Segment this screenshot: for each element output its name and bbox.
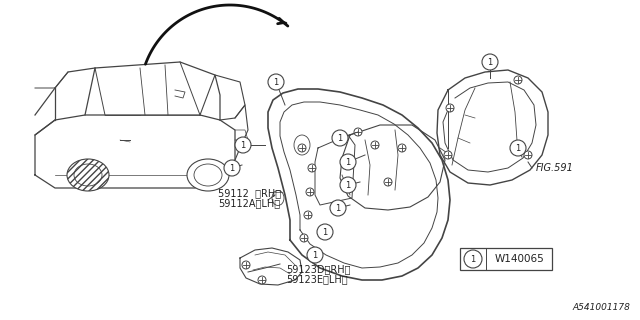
Circle shape xyxy=(306,188,314,196)
Text: 59123E〈LH〉: 59123E〈LH〉 xyxy=(286,274,348,284)
Circle shape xyxy=(300,234,308,242)
Circle shape xyxy=(446,104,454,112)
Text: FIG.591: FIG.591 xyxy=(536,163,574,173)
Circle shape xyxy=(332,130,348,146)
Circle shape xyxy=(444,151,452,159)
Text: 59112A〈LH〉: 59112A〈LH〉 xyxy=(218,198,280,208)
Text: W140065: W140065 xyxy=(495,254,545,264)
Circle shape xyxy=(330,200,346,216)
Ellipse shape xyxy=(67,159,109,191)
Text: 1: 1 xyxy=(335,204,340,212)
Circle shape xyxy=(224,160,240,176)
Circle shape xyxy=(340,154,356,170)
Circle shape xyxy=(258,276,266,284)
Circle shape xyxy=(510,140,526,156)
Circle shape xyxy=(317,224,333,240)
Circle shape xyxy=(308,164,316,172)
Circle shape xyxy=(268,74,284,90)
Circle shape xyxy=(298,144,306,152)
Text: 1: 1 xyxy=(323,228,328,236)
Text: 59123D〈RH〉: 59123D〈RH〉 xyxy=(286,264,351,274)
Text: 1: 1 xyxy=(470,254,476,263)
Text: A541001178: A541001178 xyxy=(572,303,630,312)
Ellipse shape xyxy=(187,159,229,191)
Circle shape xyxy=(524,151,532,159)
Text: 1: 1 xyxy=(515,143,520,153)
Text: 1: 1 xyxy=(229,164,235,172)
Text: 1: 1 xyxy=(273,77,278,86)
Text: 1: 1 xyxy=(241,140,246,149)
Text: 1: 1 xyxy=(346,180,351,189)
Circle shape xyxy=(482,54,498,70)
Bar xyxy=(460,248,552,270)
Circle shape xyxy=(340,177,356,193)
Text: 1: 1 xyxy=(337,133,342,142)
Circle shape xyxy=(371,141,379,149)
Circle shape xyxy=(464,250,482,268)
Circle shape xyxy=(304,211,312,219)
Circle shape xyxy=(384,178,392,186)
Text: 59112  〈RH〉: 59112 〈RH〉 xyxy=(218,188,281,198)
Text: 1: 1 xyxy=(488,58,493,67)
Circle shape xyxy=(307,247,323,263)
Circle shape xyxy=(514,76,522,84)
Text: 1: 1 xyxy=(346,157,351,166)
Circle shape xyxy=(242,261,250,269)
Text: 1: 1 xyxy=(312,251,317,260)
Circle shape xyxy=(235,137,251,153)
Circle shape xyxy=(354,128,362,136)
Circle shape xyxy=(398,144,406,152)
